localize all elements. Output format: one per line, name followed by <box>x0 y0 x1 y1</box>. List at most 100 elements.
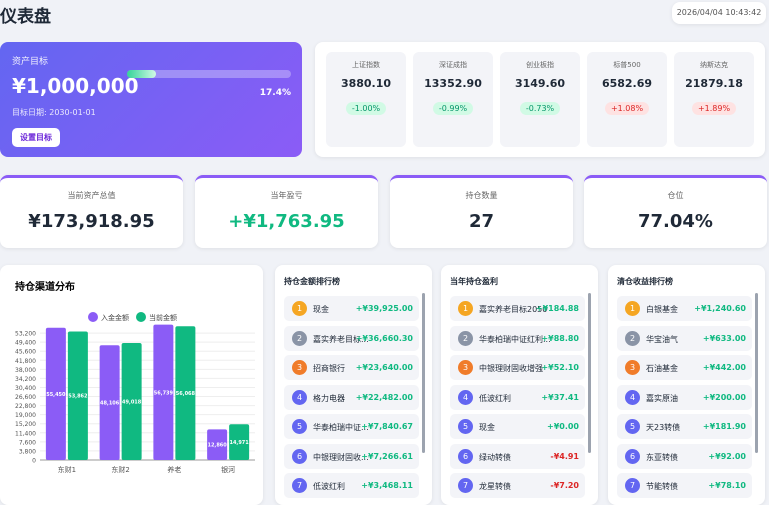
list-item: 2 华泰柏瑞中证红利... +¥88.80 <box>450 325 585 351</box>
y-tick-label: 53,200 <box>15 331 36 338</box>
y-tick-label: 3,800 <box>19 448 36 455</box>
item-amount: +¥0.00 <box>546 422 579 431</box>
item-amount: +¥23,640.00 <box>355 363 413 372</box>
data-label: 14,971 <box>229 440 249 446</box>
data-label: 12,860 <box>207 443 227 449</box>
rank-badge: 5 <box>625 419 640 434</box>
page-title: 仪表盘 <box>0 7 51 27</box>
y-tick-label: 19,000 <box>15 412 36 419</box>
datetime: 2026/04/04 10:43:42 <box>672 2 766 24</box>
set-goal-button[interactable]: 设置目标 <box>12 128 60 147</box>
item-amount: +¥7,840.67 <box>361 422 413 431</box>
rank-badge: 4 <box>458 389 473 405</box>
y-tick-label: 34,200 <box>15 376 36 383</box>
index-change: -0.99% <box>432 102 474 115</box>
list-item: 4 格力电器 +¥22,482.00 <box>284 384 419 410</box>
index-tile: 上证指数 3880.10 -1.00% <box>326 52 406 147</box>
item-amount: +¥3,468.11 <box>361 481 413 490</box>
bar <box>207 429 228 460</box>
progress-bar <box>127 70 156 78</box>
rank-badge: 2 <box>625 330 640 346</box>
bar <box>175 326 196 460</box>
item-name: 嘉实原油 <box>646 393 678 403</box>
y-tick-label: 30,400 <box>15 385 36 392</box>
bar <box>99 345 120 460</box>
stat-value: +¥1,763.95 <box>228 211 345 232</box>
x-tick-label: 东财2 <box>111 465 129 474</box>
index-name: 创业板指 <box>526 61 554 69</box>
list-item: 5 华泰柏瑞中证... +¥7,840.67 <box>284 414 419 439</box>
index-name: 标普500 <box>613 61 641 69</box>
item-name: 节能转债 <box>646 482 678 491</box>
bar <box>121 343 142 460</box>
list-item: 6 中银理财固收... +¥7,266.61 <box>284 443 419 469</box>
index-card: 上证指数 3880.10 -1.00% 深证成指 13352.90 -0.99% 创业板指 3… <box>315 42 765 157</box>
scrollbar <box>422 293 425 453</box>
stat-label: 仓位 <box>667 191 684 200</box>
goal-amount: ¥1,000,000 <box>12 74 139 98</box>
index-change-wrap: -1.00% <box>326 96 406 115</box>
list-item: 6 东亚转债 +¥92.00 <box>617 443 752 469</box>
item-amount: +¥78.10 <box>708 481 746 490</box>
chart-card: 持仓渠道分布 入金金额 当前金额 0 3,800 7,600 11,400 15,200 19,… <box>0 265 263 505</box>
stat-label: 当前资产总值 <box>67 191 116 200</box>
rank-badge: 5 <box>292 419 307 434</box>
index-name: 纳斯达克 <box>700 61 728 69</box>
index-value: 21879.18 <box>685 77 743 90</box>
item-name: 嘉实养老目标... <box>313 334 369 344</box>
rank-badge: 3 <box>458 360 473 375</box>
y-tick-label: 26,600 <box>15 394 36 401</box>
y-tick-label: 7,600 <box>19 439 36 446</box>
rank-badge: 6 <box>625 448 640 464</box>
list-item: 1 现金 +¥39,925.00 <box>284 296 419 321</box>
item-name: 嘉实养老目标2050 <box>479 305 548 314</box>
item-amount: -¥4.91 <box>550 451 579 461</box>
index-tile: 标普500 6582.69 +1.08% <box>587 52 667 147</box>
stat-value: 77.04% <box>638 211 713 232</box>
list-item: 2 嘉实养老目标... +¥36,660.30 <box>284 325 419 351</box>
stat-label: 持仓数量 <box>465 191 498 200</box>
item-amount: +¥633.00 <box>702 333 746 343</box>
list-title: 清仓收益排行榜 <box>617 277 673 286</box>
index-change-wrap: -0.99% <box>413 96 493 115</box>
list-item: 7 低波红利 +¥3,468.11 <box>284 473 419 498</box>
item-amount: +¥7,266.61 <box>361 451 413 461</box>
item-amount: +¥39,925.00 <box>355 304 413 313</box>
rank-badge: 2 <box>292 330 307 346</box>
data-label: 49,018 <box>122 400 142 406</box>
item-name: 华宝油气 <box>646 334 678 344</box>
rank-badge: 1 <box>292 301 307 316</box>
y-tick-label: 49,400 <box>15 340 36 347</box>
index-value: 13352.90 <box>424 77 482 90</box>
rank-badge: 3 <box>625 360 640 375</box>
item-amount: +¥184.88 <box>535 304 579 313</box>
item-amount: +¥1,240.60 <box>694 304 746 313</box>
bar <box>153 324 174 460</box>
stat-value: 27 <box>468 211 495 232</box>
legend-swatch <box>136 312 146 322</box>
list-item: 4 嘉实原油 +¥200.00 <box>617 384 752 410</box>
rank-badge: 3 <box>292 360 307 375</box>
bar <box>67 331 88 460</box>
index-change: +1.08% <box>604 102 650 115</box>
item-name: 石油基金 <box>646 364 678 373</box>
list-title: 持仓金额排行榜 <box>284 277 340 286</box>
data-label: 55,450 <box>46 392 66 398</box>
item-name: 低波红利 <box>479 393 511 403</box>
rank-badge: 2 <box>458 330 473 346</box>
rank-badge: 7 <box>625 478 640 493</box>
index-name: 上证指数 <box>352 61 380 69</box>
goal-label: 资产目标 <box>12 57 49 67</box>
rank-badge: 6 <box>458 448 473 464</box>
item-amount: +¥22,482.00 <box>355 392 413 402</box>
item-amount: +¥52.10 <box>541 363 579 372</box>
chart-title: 持仓渠道分布 <box>15 280 75 293</box>
item-name: 华泰柏瑞中证红利... <box>479 334 551 344</box>
rank-badge: 1 <box>625 301 640 316</box>
item-amount: +¥88.80 <box>541 333 579 343</box>
rank-badge: 4 <box>292 389 307 405</box>
list-title: 当年持仓盈利 <box>450 277 498 286</box>
rank-badge: 6 <box>292 448 307 464</box>
y-tick-label: 38,000 <box>15 367 36 374</box>
